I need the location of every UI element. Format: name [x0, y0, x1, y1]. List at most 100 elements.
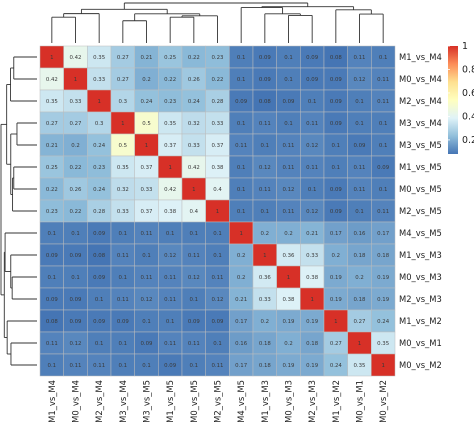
cell-value-label: 0.11 [282, 165, 294, 171]
cell-value-label: 0.19 [330, 297, 343, 303]
cell-value-label: 0.11 [259, 187, 271, 193]
cell-value-label: 0.1 [142, 319, 151, 325]
cell-value-label: 0.32 [188, 121, 200, 127]
cell-value-label: 0.1 [237, 209, 246, 215]
cell-value-label: 0.33 [306, 253, 318, 259]
cell-value-label: 0.1 [142, 253, 151, 259]
cell-value-label: 0.37 [140, 209, 152, 215]
cell-value-label: 0.4 [213, 187, 222, 193]
cell-value-label: 0.1 [379, 187, 388, 193]
cell-value-label: 0.11 [353, 187, 365, 193]
cell-value-label: 0.35 [377, 341, 389, 347]
cell-value-label: 0.11 [282, 209, 294, 215]
cell-value-label: 0.19 [282, 319, 295, 325]
cell-value-label: 0.2 [284, 231, 293, 237]
cell-value-label: 0.1 [213, 231, 222, 237]
cell-value-label: 0.1 [119, 231, 128, 237]
cell-value-label: 0.1 [71, 231, 80, 237]
cell-value-label: 0.1 [237, 121, 246, 127]
cell-value-label: 0.09 [46, 253, 59, 259]
cell-value-label: 0.42 [69, 55, 81, 61]
cell-value-label: 0.09 [330, 187, 343, 193]
cell-value-label: 0.18 [259, 341, 272, 347]
cell-value-label: 0.17 [235, 363, 247, 369]
column-label-m1-vs-m2: M1_vs_M2 [331, 380, 341, 423]
cell-value-label: 0.09 [93, 319, 106, 325]
cell-value-label: 0.11 [353, 55, 365, 61]
column-label-m0-vs-m3: M0_vs_M3 [284, 380, 294, 423]
cell-value-label: 0.16 [235, 341, 248, 347]
column-label-m1-vs-m3: M1_vs_M3 [260, 380, 270, 423]
cell-value-label: 0.09 [306, 77, 319, 83]
cell-value-label: 0.3 [119, 99, 128, 105]
cell-value-label: 0.09 [188, 319, 201, 325]
cell-value-label: 0.1 [237, 77, 246, 83]
cell-value-label: 0.12 [306, 143, 318, 149]
column-label-m0-vs-m4: M0_vs_M4 [71, 380, 81, 423]
column-label-m2-vs-m3: M2_vs_M3 [307, 380, 317, 423]
cell-value-label: 0.24 [93, 143, 106, 149]
cell-value-label: 0.19 [282, 363, 295, 369]
cell-value-label: 0.09 [353, 143, 366, 149]
cell-value-label: 0.19 [306, 319, 319, 325]
cell-value-label: 0.21 [140, 55, 152, 61]
row-label-m0-vs-m3: M0_vs_M3 [399, 272, 442, 282]
cell-value-label: 0.12 [140, 297, 152, 303]
cell-value-label: 0.25 [46, 165, 58, 171]
cell-value-label: 0.23 [164, 99, 176, 105]
cell-value-label: 0.2 [142, 77, 151, 83]
cell-value-label: 0.26 [69, 187, 82, 193]
cell-value-label: 0.1 [355, 209, 364, 215]
column-label-m3-vs-m5: M3_vs_M5 [142, 380, 152, 423]
cell-value-label: 0.09 [93, 275, 106, 281]
cell-value-label: 1 [239, 231, 242, 237]
cell-value-label: 0.38 [211, 165, 224, 171]
cell-value-label: 1 [358, 341, 361, 347]
cell-value-label: 0.09 [330, 99, 343, 105]
cell-value-label: 0.12 [306, 209, 318, 215]
cell-value-label: 1 [216, 209, 219, 215]
cell-value-label: 0.2 [261, 319, 270, 325]
cell-value-label: 0.1 [48, 275, 57, 281]
cell-value-label: 0.1 [284, 55, 293, 61]
cell-value-label: 0.1 [308, 187, 317, 193]
cell-value-label: 0.09 [69, 297, 82, 303]
cell-value-label: 0.21 [306, 231, 318, 237]
cell-value-label: 0.19 [330, 275, 343, 281]
column-label-m4-vs-m5: M4_vs_M5 [236, 380, 246, 423]
legend-tick-label: 0.6 [462, 88, 474, 99]
row-dendrogram [0, 56, 37, 366]
cell-value-label: 0.1 [237, 55, 246, 61]
cell-value-label: 0.42 [46, 77, 58, 83]
cell-value-label: 0.27 [117, 55, 129, 61]
cell-value-label: 0.1 [119, 363, 128, 369]
cell-value-label: 0.27 [353, 319, 365, 325]
cell-value-label: 0.38 [306, 275, 319, 281]
row-label-m1-vs-m3: M1_vs_M3 [399, 250, 442, 260]
cell-value-label: 0.08 [46, 319, 59, 325]
cell-value-label: 0.11 [69, 363, 81, 369]
cell-value-label: 0.11 [117, 253, 129, 259]
cell-value-label: 0.35 [164, 121, 176, 127]
cell-value-label: 1 [145, 143, 148, 149]
column-label-m1-vs-m5: M1_vs_M5 [165, 380, 175, 423]
cell-value-label: 0.17 [377, 231, 389, 237]
cell-value-label: 0.2 [237, 253, 246, 259]
cell-value-label: 0.1 [379, 143, 388, 149]
cell-value-label: 0.2 [261, 231, 270, 237]
row-label-m0-vs-m5: M0_vs_M5 [399, 184, 442, 194]
row-label-m1-vs-m2: M1_vs_M2 [399, 316, 442, 326]
cell-value-label: 1 [263, 253, 266, 259]
row-label-m1-vs-m5: M1_vs_M5 [399, 162, 442, 172]
cell-value-label: 1 [97, 99, 100, 105]
cell-value-label: 0.09 [306, 55, 319, 61]
column-label-m0-vs-m2: M0_vs_M2 [378, 380, 388, 423]
cell-value-label: 0.1 [332, 165, 341, 171]
cell-value-label: 0.11 [306, 165, 318, 171]
cell-value-label: 0.1 [48, 363, 57, 369]
cell-value-label: 0.17 [235, 319, 247, 325]
cell-value-label: 1 [74, 77, 77, 83]
cell-value-label: 0.1 [142, 363, 151, 369]
cell-value-label: 0.37 [164, 143, 176, 149]
cell-value-label: 0.35 [46, 99, 58, 105]
